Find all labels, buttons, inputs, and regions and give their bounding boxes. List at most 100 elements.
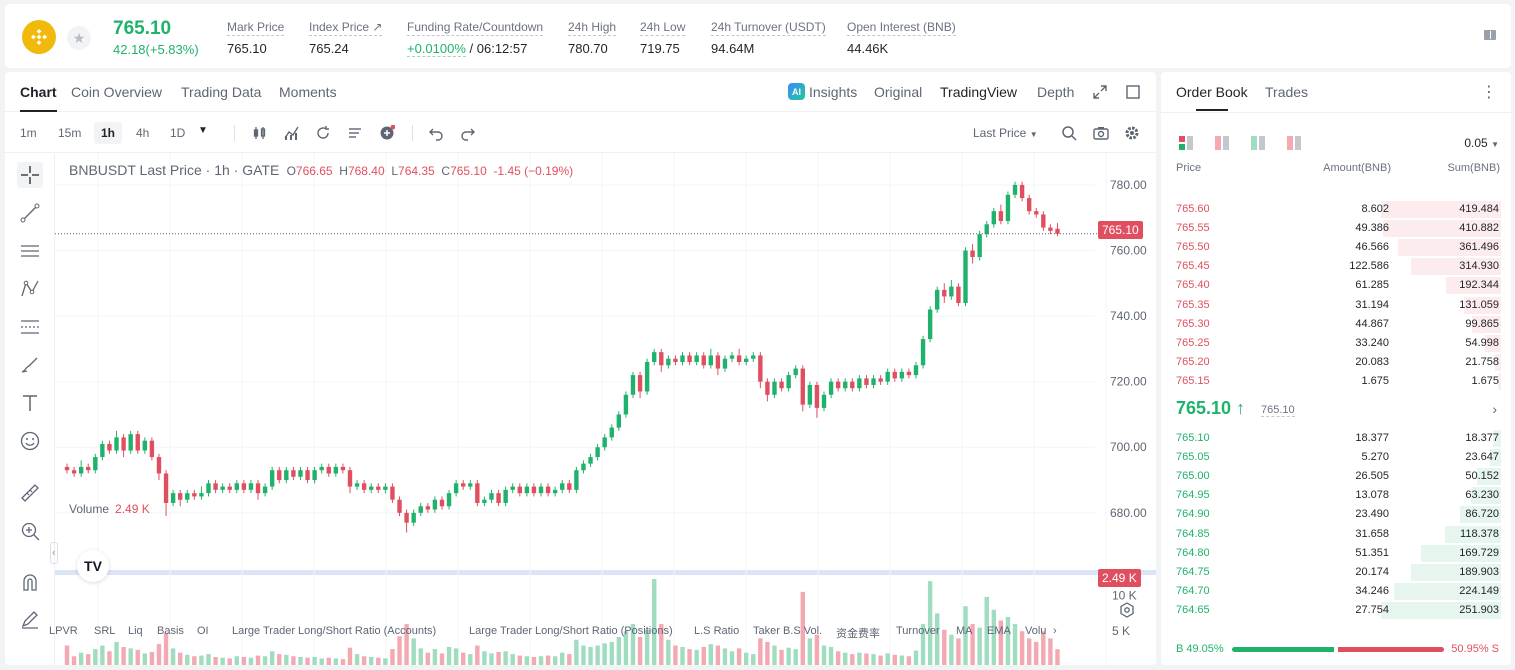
bid-row[interactable]: 765.10 18.377 18.377 — [1161, 429, 1511, 448]
volume-bar — [835, 651, 841, 665]
fullscreen-icon[interactable] — [1093, 85, 1107, 99]
redo-icon[interactable] — [460, 125, 476, 141]
timeframe-15m[interactable]: 15m — [58, 126, 82, 140]
timeframe-1m[interactable]: 1m — [20, 126, 37, 140]
bid-row[interactable]: 764.75 20.174 189.903 — [1161, 563, 1511, 582]
indicator-oi[interactable]: OI — [197, 625, 209, 637]
tab-chart[interactable]: Chart — [20, 84, 57, 112]
fib-retracement-icon[interactable] — [17, 314, 43, 340]
candle-body — [390, 486, 395, 500]
add-alert-icon[interactable] — [379, 125, 395, 141]
timeframe-dropdown-icon[interactable]: ▼ — [198, 125, 208, 136]
ruler-icon[interactable] — [17, 480, 43, 506]
order-amount: 20.174 — [1355, 565, 1389, 578]
indicator-ls-positions[interactable]: Large Trader Long/Short Ratio (Positions… — [469, 625, 673, 637]
indicator-basis[interactable]: Basis — [157, 625, 184, 637]
view-asks-icon[interactable] — [1214, 135, 1230, 151]
ask-row[interactable]: 765.40 61.285 192.344 — [1161, 276, 1511, 295]
ask-row[interactable]: 765.45 122.586 314.930 — [1161, 257, 1511, 276]
ask-row[interactable]: 765.35 31.194 131.059 — [1161, 296, 1511, 315]
bid-row[interactable]: 765.05 5.270 23.647 — [1161, 448, 1511, 467]
indicator-turnover[interactable]: Turnover — [896, 625, 940, 637]
ask-row[interactable]: 765.20 20.083 21.758 — [1161, 353, 1511, 372]
tab-trading-data[interactable]: Trading Data — [181, 84, 262, 100]
candle-body — [312, 470, 317, 481]
bid-row[interactable]: 765.00 26.505 50.152 — [1161, 467, 1511, 486]
indicators-icon[interactable] — [284, 125, 300, 141]
last-price-selector[interactable]: Last Price ▼ — [973, 126, 1038, 140]
volume-bar — [609, 641, 614, 665]
pencil-lock-icon[interactable] — [17, 606, 43, 632]
ask-row[interactable]: 765.50 46.566 361.496 — [1161, 238, 1511, 257]
chart-settings-icon[interactable] — [1119, 602, 1135, 618]
bid-row[interactable]: 764.95 13.078 63.230 — [1161, 486, 1511, 505]
tab-trades[interactable]: Trades — [1265, 84, 1309, 100]
emoji-icon[interactable] — [17, 428, 43, 454]
zoom-in-icon[interactable] — [17, 518, 43, 544]
depth-bar — [1445, 277, 1501, 295]
undo-icon[interactable] — [428, 125, 444, 141]
search-icon[interactable] — [1061, 125, 1077, 141]
indicator-taker-vol[interactable]: Taker B.S Vol. — [753, 625, 823, 637]
more-menu-icon[interactable]: ⋮ — [1481, 84, 1497, 101]
candle-type-icon[interactable] — [252, 125, 268, 141]
window-icon[interactable] — [1126, 85, 1140, 99]
view-bids-icon[interactable] — [1250, 135, 1266, 151]
ask-row[interactable]: 765.30 44.867 99.865 — [1161, 315, 1511, 334]
timeframe-4h[interactable]: 4h — [136, 126, 150, 140]
bid-row[interactable]: 764.65 27.754 251.903 — [1161, 601, 1511, 620]
indicator-lpvr[interactable]: LPVR — [49, 625, 78, 637]
insights-link[interactable]: Insights — [809, 84, 858, 100]
tab-coin-overview[interactable]: Coin Overview — [71, 84, 163, 100]
indicator-ls-accounts[interactable]: Large Trader Long/Short Ratio (Accounts) — [232, 625, 437, 637]
pattern-icon[interactable] — [17, 276, 43, 302]
brush-icon[interactable] — [17, 352, 43, 378]
indicator-ema[interactable]: EMA — [987, 625, 1011, 637]
candle-body — [64, 466, 70, 471]
refresh-icon[interactable] — [315, 125, 331, 141]
indicator-volume[interactable]: Volu — [1025, 625, 1047, 637]
tab-moments[interactable]: Moments — [279, 84, 337, 100]
bid-row[interactable]: 764.90 23.490 86.720 — [1161, 505, 1511, 524]
chevron-right-icon[interactable]: › — [1492, 401, 1497, 417]
indicator-ma[interactable]: MA — [956, 625, 973, 637]
indicator-more-chevron-icon[interactable]: › — [1053, 625, 1057, 637]
ask-row[interactable]: 765.55 49.386 410.882 — [1161, 219, 1511, 238]
bid-row[interactable]: 764.70 34.246 224.149 — [1161, 582, 1511, 601]
precision-selector[interactable]: 0.05 ▼ — [1464, 136, 1499, 150]
timeframe-1d[interactable]: 1D — [170, 126, 186, 140]
bid-row[interactable]: 764.85 31.658 118.378 — [1161, 525, 1511, 544]
view-original[interactable]: Original — [874, 84, 923, 100]
volume-bar — [708, 644, 714, 665]
text-tool-icon[interactable] — [17, 390, 43, 416]
view-both-icon[interactable] — [1178, 135, 1194, 151]
view-compact-icon[interactable] — [1286, 135, 1302, 151]
magnet-icon[interactable] — [17, 570, 43, 596]
indicator-srl[interactable]: SRL — [94, 625, 116, 637]
book-icon[interactable] — [1483, 28, 1497, 42]
tab-order-book[interactable]: Order Book — [1176, 84, 1248, 111]
indicator-funding[interactable]: 资金费率 — [836, 628, 880, 640]
camera-icon[interactable] — [1093, 125, 1109, 141]
tradingview-logo[interactable]: TV — [77, 550, 109, 582]
volume-bar — [935, 613, 940, 665]
ask-row[interactable]: 765.25 33.240 54.998 — [1161, 334, 1511, 353]
favorite-star-icon[interactable]: ★ — [67, 26, 91, 50]
volume-bar — [135, 649, 140, 665]
legend-close: 765.10 — [450, 164, 487, 178]
horizontal-lines-icon[interactable] — [17, 238, 43, 264]
view-depth[interactable]: Depth — [1037, 84, 1075, 100]
collapse-chevron-icon[interactable]: ‹ — [50, 542, 58, 564]
timeframe-1h[interactable]: 1h — [94, 122, 123, 144]
ask-row[interactable]: 765.15 1.675 1.675 — [1161, 372, 1511, 391]
indicator-ls-ratio[interactable]: L.S Ratio — [694, 625, 740, 637]
settings-gear-icon[interactable] — [1124, 125, 1140, 141]
bid-row[interactable]: 764.80 51.351 169.729 — [1161, 544, 1511, 563]
crosshair-icon[interactable] — [17, 162, 43, 188]
indicator-liq[interactable]: Liq — [128, 625, 143, 637]
template-icon[interactable] — [347, 125, 363, 141]
view-tradingview[interactable]: TradingView — [940, 84, 1018, 100]
trend-line-icon[interactable] — [17, 200, 43, 226]
ask-row[interactable]: 765.60 8.602 419.484 — [1161, 200, 1511, 219]
candlestick-chart[interactable]: 780.00 760.00 740.00 720.00 700.00 680.00 10 K… — [55, 154, 1156, 665]
